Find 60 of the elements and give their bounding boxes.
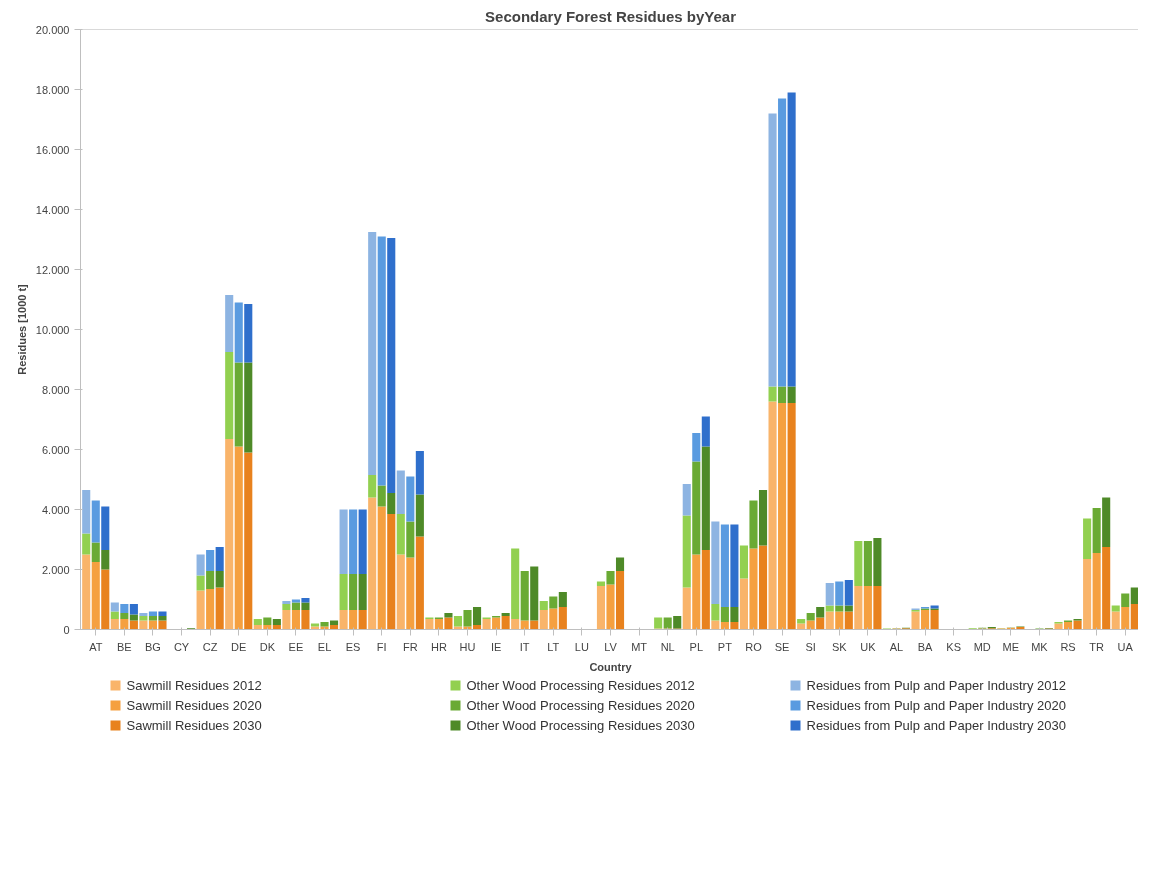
y-tick-label: 18.000 (35, 83, 70, 96)
x-tick-label: SE (774, 640, 790, 653)
y-tick-label: 8.000 (41, 383, 70, 396)
x-tick-label: DE (231, 640, 247, 653)
legend-label: Other Wood Processing Residues 2012 (466, 678, 695, 693)
x-tick-label: TR (1089, 640, 1105, 653)
y-tick-label: 2.000 (41, 563, 70, 576)
x-tick-label: IT (519, 640, 530, 653)
x-tick-label: ES (345, 640, 361, 653)
legend-label: Residues from Pulp and Paper Industry 2030 (806, 718, 1066, 733)
x-tick-label: MT (631, 640, 648, 653)
y-tick-label: 14.000 (35, 203, 70, 216)
legend-label: Residues from Pulp and Paper Industry 2012 (806, 678, 1066, 693)
x-tick-label: AL (889, 640, 904, 653)
y-tick-label: 4.000 (41, 503, 70, 516)
x-tick-label: KS (946, 640, 962, 653)
x-tick-label: FI (376, 640, 387, 653)
x-tick-label: AT (89, 640, 103, 653)
x-tick-label: EE (288, 640, 304, 653)
legend-label: Other Wood Processing Residues 2030 (466, 718, 695, 733)
y-axis-title: Residues [1000 t] (15, 283, 28, 375)
y-tick-label: 6.000 (41, 443, 70, 456)
x-tick-label: MK (1031, 640, 1049, 653)
x-tick-label: EL (317, 640, 332, 653)
x-tick-label: SI (805, 640, 816, 653)
x-tick-label: CY (173, 640, 190, 653)
x-tick-label: DK (259, 640, 276, 653)
y-tick-label: 10.000 (35, 323, 70, 336)
x-tick-label: MD (973, 640, 991, 653)
x-tick-label: BA (917, 640, 934, 653)
x-tick-label: LU (574, 640, 589, 653)
x-tick-label: NL (660, 640, 675, 653)
x-tick-label: IE (490, 640, 502, 653)
y-tick-label: 20.000 (35, 23, 70, 36)
x-tick-label: PT (717, 640, 733, 653)
y-tick-label: 16.000 (35, 143, 70, 156)
legend-label: Sawmill Residues 2012 (126, 678, 262, 693)
legend-label: Other Wood Processing Residues 2020 (466, 698, 695, 713)
x-tick-label: RO (745, 640, 763, 653)
chart-title: Secondary Forest Residues byYear (485, 7, 737, 25)
legend-label: Sawmill Residues 2030 (126, 718, 262, 733)
x-tick-label: CZ (202, 640, 218, 653)
x-tick-label: HR (430, 640, 447, 653)
x-tick-label: BE (117, 640, 132, 653)
x-tick-label: FR (402, 640, 418, 653)
x-tick-label: LT (547, 640, 560, 653)
y-tick-label: 0 (63, 623, 70, 636)
legend-label: Sawmill Residues 2020 (126, 698, 262, 713)
x-tick-label: RS (1060, 640, 1076, 653)
x-tick-label: PL (689, 640, 704, 653)
x-tick-label: SK (831, 640, 848, 653)
x-tick-label: UK (860, 640, 877, 653)
x-axis-title: Country (589, 660, 633, 673)
legend-label: Residues from Pulp and Paper Industry 2020 (806, 698, 1066, 713)
x-tick-label: HU (459, 640, 476, 653)
y-tick-label: 12.000 (35, 263, 70, 276)
x-tick-label: ME (1002, 640, 1020, 653)
x-tick-label: BG (145, 640, 161, 653)
x-tick-label: UA (1117, 640, 1134, 653)
x-tick-label: LV (604, 640, 618, 653)
